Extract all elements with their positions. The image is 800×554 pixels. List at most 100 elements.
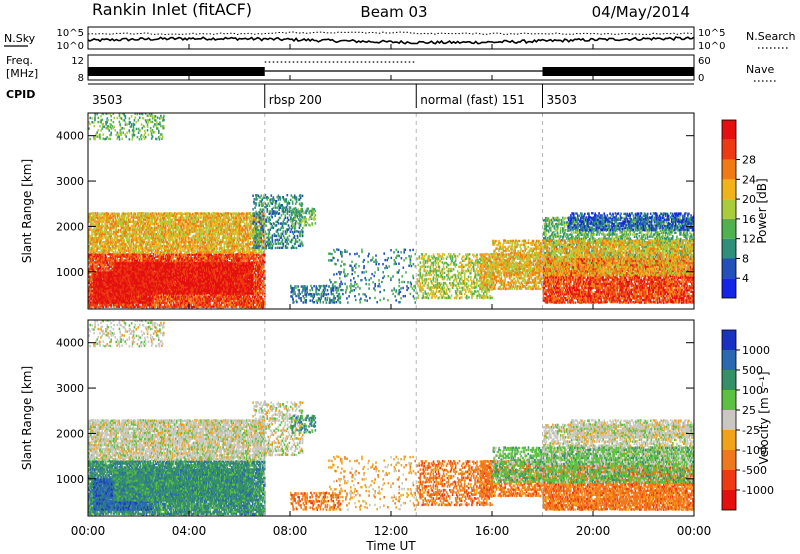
power-cell bbox=[158, 259, 161, 262]
power-cell bbox=[110, 261, 113, 264]
power-cell bbox=[148, 304, 151, 307]
power-cell bbox=[121, 253, 124, 256]
power-cell bbox=[181, 255, 183, 258]
power-cell bbox=[143, 253, 146, 256]
power-cell bbox=[156, 295, 159, 298]
power-cell bbox=[137, 305, 140, 309]
power-cell bbox=[100, 269, 103, 272]
power-cell bbox=[151, 297, 154, 300]
power-cell bbox=[137, 257, 140, 260]
power-cell bbox=[159, 295, 162, 299]
power-cell bbox=[158, 303, 161, 307]
freq-tick-top-left: 12 bbox=[71, 56, 84, 67]
nsky-trace bbox=[87, 36, 695, 45]
power-cell bbox=[155, 301, 157, 304]
power-cell bbox=[92, 263, 94, 266]
power-cell bbox=[110, 253, 112, 256]
cpid-segment-label: normal (fast) 151 bbox=[420, 93, 524, 107]
power-cell bbox=[163, 261, 166, 264]
power-cell bbox=[160, 293, 163, 296]
power-cell bbox=[116, 269, 118, 272]
power-cell bbox=[114, 256, 117, 260]
power-cell bbox=[88, 287, 90, 291]
power-cell bbox=[127, 223, 130, 226]
power-cell bbox=[93, 265, 95, 268]
power-cell bbox=[177, 257, 179, 260]
power-cell bbox=[101, 303, 103, 307]
power-cell bbox=[160, 257, 163, 260]
power-cell bbox=[100, 261, 102, 264]
power-cell bbox=[163, 252, 166, 256]
power-cell bbox=[91, 289, 93, 293]
power-cell bbox=[168, 299, 170, 303]
power-cell bbox=[183, 259, 185, 262]
power-cell bbox=[94, 281, 96, 284]
power-cell bbox=[138, 305, 141, 308]
power-cell bbox=[132, 255, 135, 258]
power-cell bbox=[92, 275, 94, 278]
power-cell bbox=[177, 255, 179, 258]
power-cell bbox=[97, 273, 99, 277]
power-cell bbox=[176, 261, 179, 264]
power-cell bbox=[89, 271, 91, 274]
power-cell bbox=[94, 212, 96, 215]
power-cell bbox=[173, 261, 176, 264]
power-cell bbox=[165, 297, 167, 300]
power-cell bbox=[170, 259, 173, 263]
power-cell bbox=[117, 305, 120, 308]
power-cell bbox=[106, 263, 108, 266]
power-cell bbox=[144, 304, 147, 307]
power-cell bbox=[97, 305, 99, 308]
power-cell bbox=[92, 295, 94, 298]
power-cell bbox=[159, 257, 162, 260]
power-cell bbox=[132, 305, 135, 309]
power-cell bbox=[150, 257, 153, 261]
power-cell bbox=[176, 305, 178, 308]
power-cell bbox=[92, 291, 94, 295]
power-cell bbox=[99, 267, 101, 270]
power-cell bbox=[113, 261, 115, 264]
power-cell bbox=[90, 226, 92, 230]
power-cell bbox=[178, 297, 180, 300]
power-cell bbox=[177, 293, 179, 297]
power-cell bbox=[134, 253, 137, 256]
power-cell bbox=[146, 255, 149, 258]
power-cell bbox=[167, 255, 169, 258]
power-cell bbox=[114, 261, 116, 264]
power-cell bbox=[168, 301, 171, 304]
power-cell bbox=[176, 301, 178, 304]
nsky-label: N.Sky bbox=[4, 32, 36, 45]
power-cell bbox=[90, 305, 92, 308]
power-cell bbox=[175, 261, 177, 264]
power-cell bbox=[166, 253, 168, 256]
power-cell bbox=[164, 295, 166, 299]
power-cell bbox=[112, 255, 114, 258]
power-cell bbox=[180, 257, 182, 260]
power-cell bbox=[130, 253, 133, 256]
power-cell bbox=[167, 299, 169, 302]
power-cell bbox=[94, 269, 96, 273]
power-cell bbox=[90, 301, 92, 304]
power-cell bbox=[139, 257, 142, 260]
power-cell bbox=[114, 303, 117, 306]
power-cell bbox=[143, 257, 146, 261]
power-cell bbox=[180, 303, 182, 307]
power-cell bbox=[150, 305, 153, 309]
power-cell bbox=[145, 306, 148, 309]
power-cell bbox=[133, 257, 136, 260]
power-cell bbox=[145, 257, 148, 260]
power-cell bbox=[145, 297, 148, 301]
power-cell bbox=[126, 304, 129, 307]
power-cell bbox=[123, 259, 126, 262]
power-cell bbox=[105, 255, 107, 258]
power-cell bbox=[131, 303, 134, 306]
power-cell bbox=[108, 265, 110, 268]
power-cell bbox=[141, 257, 144, 260]
power-cell bbox=[182, 299, 185, 302]
power-cell bbox=[137, 304, 140, 307]
power-cell bbox=[180, 295, 182, 298]
power-cell bbox=[99, 257, 101, 260]
power-cell bbox=[157, 256, 160, 260]
power-cell bbox=[179, 293, 182, 296]
power-cell bbox=[166, 305, 169, 308]
